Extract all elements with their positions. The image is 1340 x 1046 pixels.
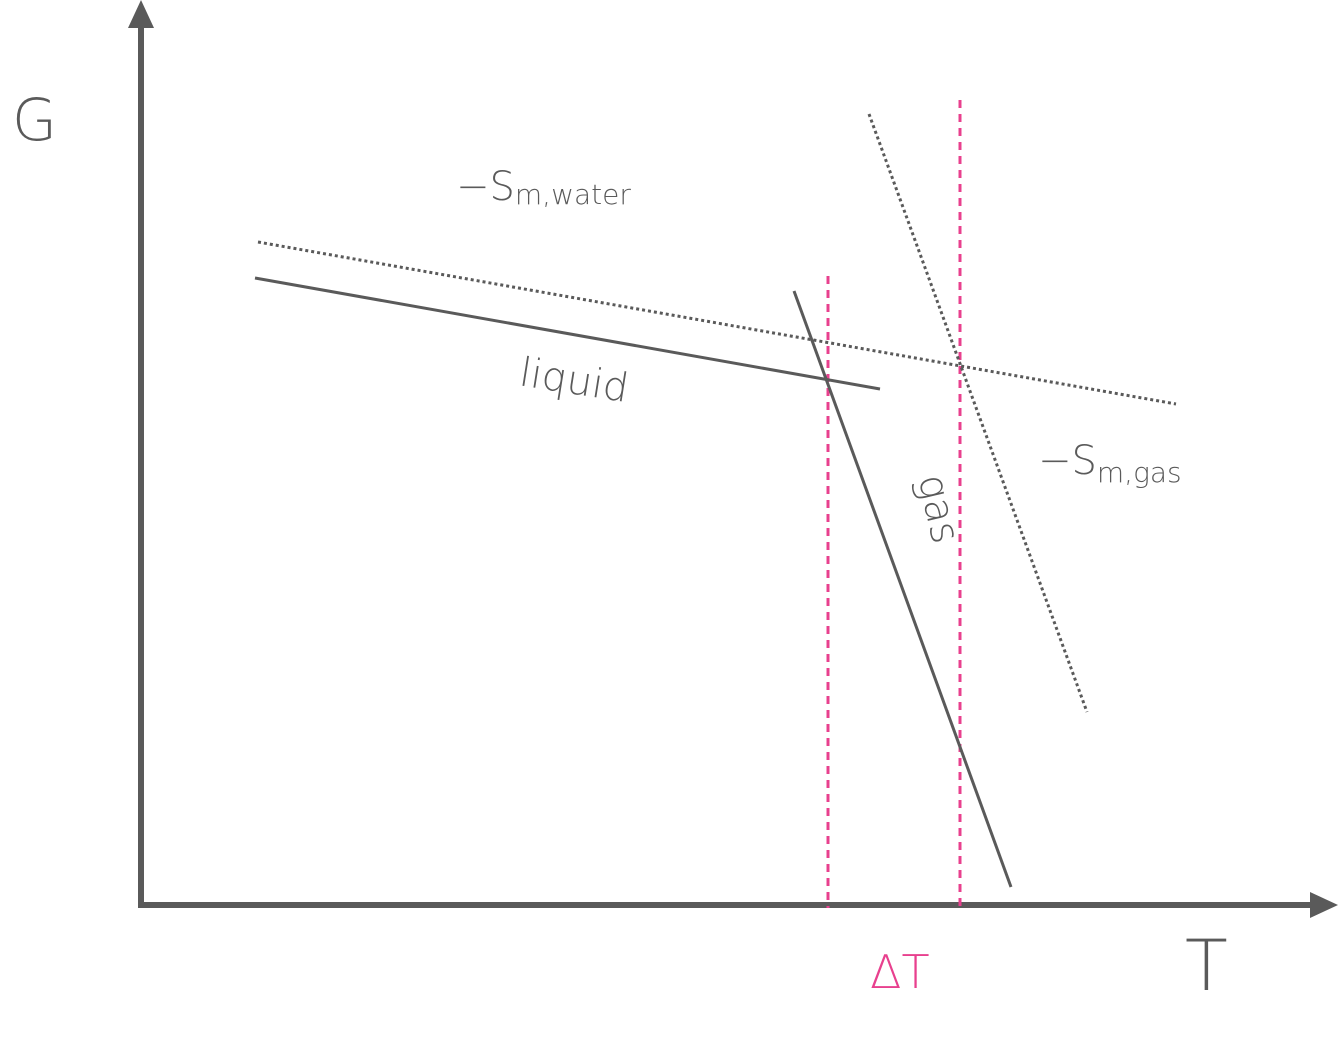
water-slope-label: −Sm,water	[456, 164, 631, 211]
slope-main: −S	[456, 164, 515, 210]
y-axis-label: G	[12, 86, 57, 154]
gas-slope-label: −Sm,gas	[1038, 438, 1182, 489]
gas-line	[792, 290, 1013, 888]
liquid-line	[254, 276, 881, 391]
slope-main: −S	[1038, 438, 1097, 484]
liquid-tangent	[257, 240, 1177, 406]
y-axis-arrow	[128, 0, 154, 28]
delta-label: ΔT	[870, 945, 930, 999]
liquid-label: liquid	[516, 349, 631, 412]
x-axis-label: T	[1185, 925, 1228, 1007]
slope-sub: m,gas	[1097, 456, 1182, 489]
x-axis-arrow	[1310, 892, 1338, 918]
slope-sub: m,water	[515, 178, 631, 211]
gas-tangent	[867, 113, 1089, 713]
